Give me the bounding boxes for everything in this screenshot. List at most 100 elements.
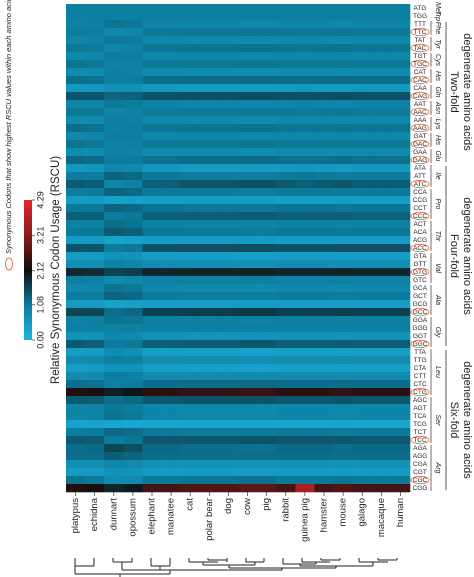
heatmap-cell <box>180 300 201 309</box>
heatmap-cell <box>104 148 124 157</box>
heatmap-cell <box>199 380 220 389</box>
heatmap-cell <box>161 460 181 469</box>
heatmap-cell <box>180 292 201 301</box>
heatmap-cell <box>276 388 296 397</box>
codon-label: TTC <box>414 29 427 36</box>
heatmap-cell <box>238 332 258 341</box>
heatmap-cell <box>352 172 373 181</box>
heatmap-cell <box>352 324 373 333</box>
heatmap-cell <box>295 468 315 477</box>
heatmap-cell <box>295 332 315 341</box>
heatmap-cell <box>371 188 392 197</box>
heatmap-cell <box>314 396 334 405</box>
heatmap-cell <box>276 28 296 37</box>
heatmap-cell <box>238 372 258 381</box>
group-label: Two-fold <box>448 71 460 113</box>
heatmap-cell <box>238 236 258 245</box>
heatmap-cell <box>66 52 86 61</box>
heatmap-cell <box>295 348 315 357</box>
codon-label: AGC <box>413 397 427 404</box>
heatmap-cell <box>104 68 124 77</box>
heatmap-cell <box>142 460 162 469</box>
heatmap-cell <box>142 380 162 389</box>
heatmap-cell <box>314 276 334 285</box>
heatmap-cell <box>104 204 124 213</box>
heatmap-cell <box>161 428 181 437</box>
heatmap-cell <box>371 268 392 277</box>
heatmap-cell <box>257 12 277 21</box>
codon-label: GTA <box>414 253 428 260</box>
heatmap-cell <box>161 388 181 397</box>
heatmap-cell <box>123 444 143 453</box>
heatmap-cell <box>104 348 124 357</box>
heatmap-cell <box>390 108 411 117</box>
codon-label: GAG <box>413 157 427 164</box>
heatmap-cell <box>238 284 258 293</box>
heatmap-cell <box>390 388 411 397</box>
heatmap-cell <box>238 188 258 197</box>
heatmap-cell <box>371 332 392 341</box>
heatmap-cell <box>142 76 162 85</box>
heatmap-cell <box>161 164 181 173</box>
heatmap-cell <box>142 116 162 125</box>
heatmap-cell <box>257 268 277 277</box>
codon-label: CGT <box>413 469 427 476</box>
heatmap-cell <box>199 268 220 277</box>
heatmap-cell <box>276 140 296 149</box>
heatmap-cell <box>276 436 296 445</box>
heatmap-cell <box>218 244 239 253</box>
heatmap-cell <box>85 172 105 181</box>
heatmap-cell <box>199 300 220 309</box>
heatmap-cell <box>85 372 105 381</box>
heatmap-cell <box>218 20 239 29</box>
heatmap-cell <box>123 164 143 173</box>
heatmap-cell <box>142 164 162 173</box>
heatmap-cell <box>314 300 334 309</box>
heatmap-cell <box>85 228 105 237</box>
heatmap-cell <box>161 260 181 269</box>
heatmap-cell <box>390 468 411 477</box>
heatmap-cell <box>257 172 277 181</box>
heatmap-cell <box>257 36 277 45</box>
amino-acid-label: Ser <box>434 415 441 427</box>
heatmap-cell <box>123 300 143 309</box>
heatmap-cell <box>257 220 277 229</box>
heatmap-cell <box>123 468 143 477</box>
heatmap-cell <box>238 364 258 373</box>
heatmap-cell <box>161 292 181 301</box>
heatmap-cell <box>180 212 201 221</box>
heatmap-cell <box>85 308 105 317</box>
heatmap-cell <box>352 212 373 221</box>
heatmap-cell <box>123 28 143 37</box>
heatmap-cell <box>66 212 86 221</box>
heatmap-cell <box>142 84 162 93</box>
heatmap-cell <box>314 364 334 373</box>
heatmap-cell <box>238 260 258 269</box>
heatmap-cell <box>161 108 181 117</box>
heatmap-cell <box>276 196 296 205</box>
heatmap-cell <box>180 324 201 333</box>
amino-acid-label: Leu <box>434 366 441 378</box>
heatmap-cell <box>390 284 411 293</box>
codon-label: GTG <box>413 269 427 276</box>
heatmap-cell <box>104 300 124 309</box>
heatmap-cell <box>180 4 201 13</box>
heatmap-cell <box>371 324 392 333</box>
heatmap-cell <box>295 260 315 269</box>
heatmap-cell <box>161 244 181 253</box>
heatmap-cell <box>371 140 392 149</box>
heatmap-cell <box>66 164 86 173</box>
heatmap-cell <box>180 52 201 61</box>
heatmap-cell <box>390 292 411 301</box>
codon-label: CTG <box>413 389 427 396</box>
heatmap-cell <box>314 484 334 493</box>
heatmap-cell <box>352 476 373 485</box>
heatmap-cell <box>314 348 334 357</box>
heatmap-cell <box>85 156 105 165</box>
heatmap-cell <box>180 396 201 405</box>
heatmap-cell <box>295 76 315 85</box>
heatmap-cell <box>218 364 239 373</box>
codon-label: GCA <box>413 285 428 292</box>
heatmap-cell <box>238 396 258 405</box>
